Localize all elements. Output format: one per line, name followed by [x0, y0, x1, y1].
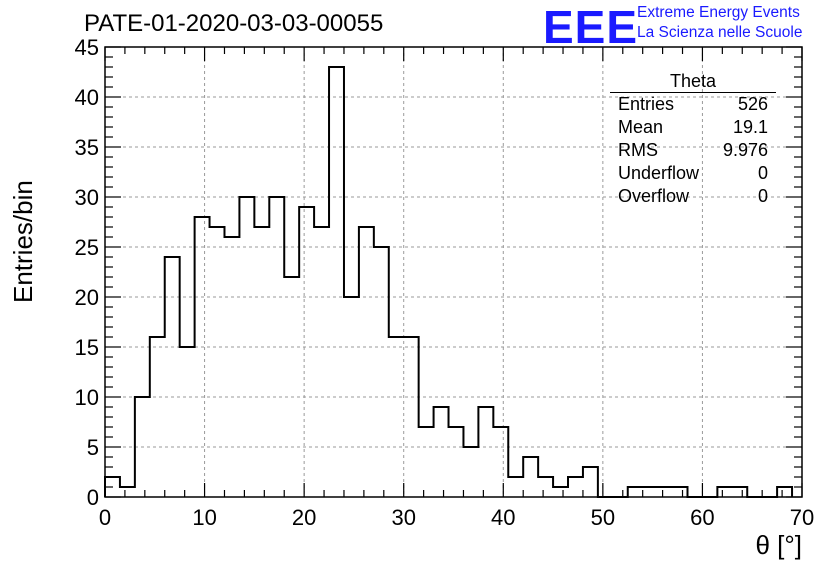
histogram-bin: [284, 277, 299, 497]
histogram-bin: [359, 227, 374, 497]
stats-value: 9.976: [722, 140, 768, 160]
histogram-bin: [553, 487, 568, 497]
x-tick-label: 60: [690, 505, 714, 530]
y-axis-label: Entries/bin: [8, 180, 38, 303]
histogram-bin: [493, 427, 508, 497]
histogram-bin: [478, 407, 493, 497]
histogram-bin: [389, 337, 404, 497]
histogram-bin: [180, 347, 195, 497]
histogram-bin: [658, 487, 673, 497]
logo-line-1: Extreme Energy Events: [637, 4, 800, 21]
histogram-bin: [717, 487, 732, 497]
y-tick-label: 0: [87, 485, 99, 510]
histogram-bin: [463, 447, 478, 497]
logo-caption: Extreme Energy Events La Scienza nelle S…: [637, 3, 802, 43]
stats-row-entries: Entries 526: [610, 93, 776, 116]
y-tick-label: 15: [75, 335, 99, 360]
x-tick-label: 50: [591, 505, 615, 530]
histogram-bin: [239, 197, 254, 497]
histogram-bin: [434, 407, 449, 497]
histogram-bin: [299, 207, 314, 497]
histogram-bin: [210, 227, 225, 497]
grid-lines: [105, 47, 802, 497]
histogram-bin: [583, 467, 598, 497]
histogram-bin: [374, 247, 389, 497]
stats-row-rms: RMS 9.976: [610, 139, 776, 162]
y-tick-label: 10: [75, 385, 99, 410]
histogram-bin: [628, 487, 643, 497]
y-tick-label: 40: [75, 85, 99, 110]
stats-value: 19.1: [732, 117, 768, 137]
histogram-bin: [120, 487, 135, 497]
stats-box: Theta Entries 526 Mean 19.1 RMS 9.976 Un…: [610, 70, 776, 208]
histogram-bin: [449, 427, 464, 497]
axis-ticks: [104, 46, 803, 498]
histogram-bin: [777, 487, 792, 497]
y-tick-label: 35: [75, 135, 99, 160]
histogram-bin: [643, 487, 658, 497]
stats-label: Overflow: [618, 186, 690, 206]
y-axis-label-wrap: Entries/bin: [8, 180, 38, 320]
histogram-bin: [135, 397, 150, 497]
histogram-bin: [732, 487, 747, 497]
stats-row-underflow: Underflow 0: [610, 162, 776, 185]
chart-title: PATE-01-2020-03-03-00055: [84, 10, 384, 37]
y-tick-label: 5: [87, 435, 99, 460]
histogram-bin: [523, 457, 538, 497]
histogram-bin: [269, 197, 284, 497]
x-tick-label: 20: [292, 505, 316, 530]
histogram-bin: [508, 477, 523, 497]
histogram-series: [104, 66, 794, 498]
y-tick-label: 30: [75, 185, 99, 210]
plot-frame: [104, 46, 803, 498]
x-tick-label: 40: [491, 505, 515, 530]
stats-row-overflow: Overflow 0: [610, 185, 776, 208]
histogram-bin: [538, 477, 553, 497]
x-tick-label: 0: [99, 505, 111, 530]
stats-label: Entries: [618, 94, 675, 114]
eee-logo: EEE: [543, 1, 639, 53]
stats-title: Theta: [610, 70, 776, 93]
histogram-bin: [404, 337, 419, 497]
tick-labels: 0 10 20 30 40 50 60 70 0 5 10 15 20 25 30 35 40 45: [75, 35, 815, 530]
histogram-outline: [104, 66, 794, 498]
histogram-bin: [344, 297, 359, 497]
histogram-bin: [329, 67, 344, 497]
y-tick-label: 45: [75, 35, 99, 60]
x-tick-label: 10: [192, 505, 216, 530]
x-tick-label: 70: [790, 505, 814, 530]
logo-line-2: La Scienza nelle Scuole: [637, 24, 803, 41]
stats-row-mean: Mean 19.1: [610, 116, 776, 139]
histogram-bin: [165, 257, 180, 497]
histogram-bin: [254, 227, 269, 497]
stats-label: Mean: [618, 117, 664, 137]
histogram-bin: [150, 337, 165, 497]
y-tick-label: 25: [75, 235, 99, 260]
stats-value: 526: [737, 94, 768, 114]
histogram-bin: [314, 227, 329, 497]
y-tick-label: 20: [75, 285, 99, 310]
stats-label: RMS: [618, 140, 658, 160]
histogram-bin: [568, 477, 583, 497]
histogram-bin: [195, 217, 210, 497]
x-tick-label: 30: [391, 505, 415, 530]
stats-value: 0: [757, 163, 768, 183]
histogram-bin: [419, 427, 434, 497]
stats-value: 0: [757, 186, 768, 206]
histogram-bin: [673, 487, 688, 497]
x-axis-label: θ [°]: [755, 530, 802, 560]
histogram-bin: [224, 237, 239, 497]
stats-label: Underflow: [618, 163, 700, 183]
